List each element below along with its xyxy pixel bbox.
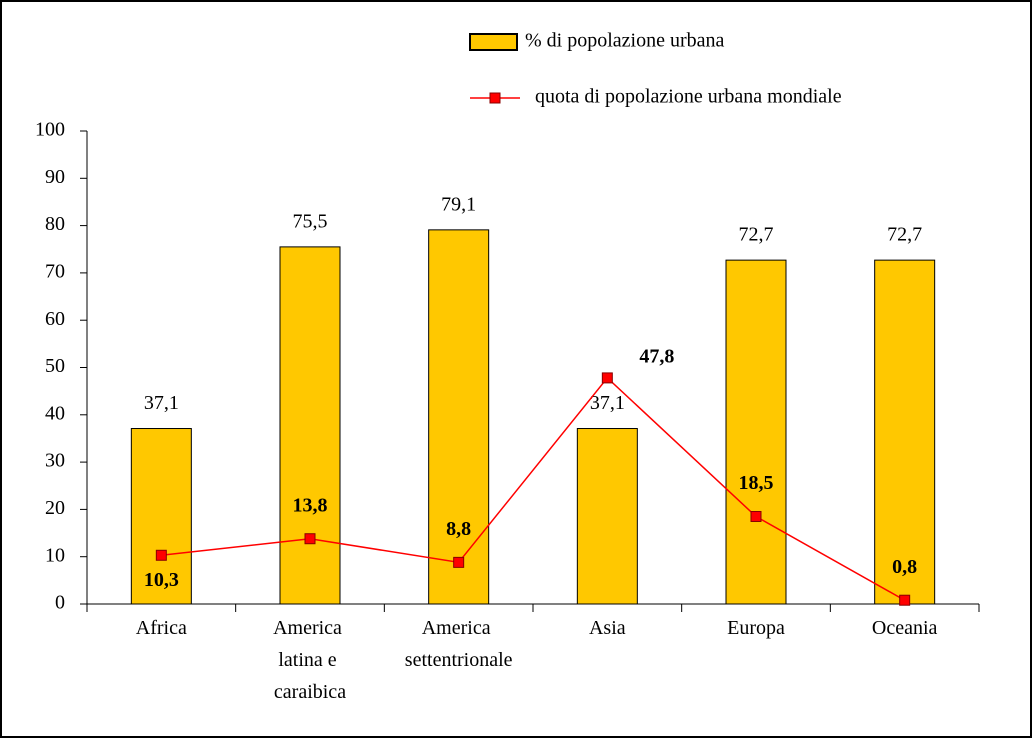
line-marker	[899, 594, 911, 606]
legend-label: % di popolazione urbana	[525, 30, 724, 52]
line-value-label: 0,8	[892, 556, 917, 578]
bar	[725, 259, 787, 605]
bar	[279, 246, 341, 605]
bar	[130, 428, 192, 605]
x-tick-label: America settentrionale	[405, 617, 513, 671]
y-tick-label: 100	[35, 119, 65, 141]
line-value-label: 10,3	[144, 569, 179, 591]
line-marker	[453, 556, 465, 568]
line-marker	[155, 549, 167, 561]
y-tick-label: 0	[55, 592, 65, 614]
line-marker	[750, 510, 762, 522]
x-tick-label: Africa	[136, 617, 187, 639]
line-value-label: 13,8	[293, 494, 328, 516]
y-tick-label: 40	[45, 402, 65, 424]
line-marker	[304, 533, 316, 545]
bar	[576, 428, 638, 605]
bar-value-label: 79,1	[441, 193, 476, 215]
bar-value-label: 37,1	[144, 392, 179, 414]
y-tick-label: 70	[45, 260, 65, 282]
x-tick-label: Oceania	[872, 617, 938, 639]
y-tick-label: 60	[45, 308, 65, 330]
y-tick-label: 50	[45, 355, 65, 377]
y-tick-label: 10	[45, 544, 65, 566]
bar-value-label: 72,7	[739, 224, 774, 246]
bar-value-label: 75,5	[293, 210, 328, 232]
line-value-label: 8,8	[446, 518, 471, 540]
y-tick-label: 20	[45, 497, 65, 519]
y-tick-label: 90	[45, 166, 65, 188]
bar-value-label: 37,1	[590, 392, 625, 414]
line	[161, 376, 906, 601]
y-tick-label: 80	[45, 213, 65, 235]
y-tick-label: 30	[45, 450, 65, 472]
line-value-label: 47,8	[639, 345, 674, 367]
x-tick-label: America latina e caraibica	[273, 617, 347, 703]
line-marker	[601, 372, 613, 384]
legend-label: quota di popolazione urbana mondiale	[535, 86, 842, 108]
x-tick-label: Asia	[589, 617, 626, 639]
bar	[428, 229, 490, 605]
bar	[874, 259, 936, 605]
legend-marker	[489, 92, 501, 104]
line-value-label: 18,5	[739, 472, 774, 494]
x-tick-label: Europa	[727, 617, 785, 639]
legend-swatch	[469, 33, 518, 51]
bar-value-label: 72,7	[887, 224, 922, 246]
